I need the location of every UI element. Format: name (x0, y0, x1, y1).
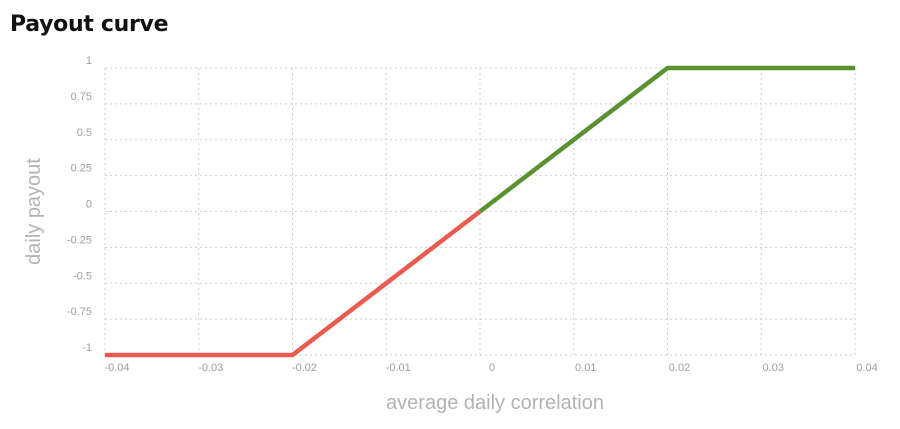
x-tick-label: 0.02 (669, 362, 690, 374)
series-line-1 (478, 65, 855, 214)
y-tick-label: -0.25 (67, 234, 92, 246)
series-line-0 (105, 209, 482, 358)
y-tick-labels: 1 0.75 0.5 0.25 0 -0.25 -0.5 -0.75 -1 (67, 55, 92, 354)
x-axis-label: average daily correlation (386, 392, 604, 414)
x-tick-label: -0.04 (104, 362, 129, 374)
x-tick-labels: -0.04 -0.03 -0.02 -0.01 0 0.01 0.02 0.03 0.04 (104, 362, 877, 374)
chart-title: Payout curve (10, 12, 169, 37)
x-tick-label: -0.02 (292, 362, 317, 374)
y-tick-label: -0.75 (67, 306, 92, 318)
x-tick-label: -0.03 (198, 362, 223, 374)
y-tick-label: 0 (86, 199, 92, 211)
x-tick-label: 0.03 (763, 362, 784, 374)
y-tick-label: -1 (82, 342, 92, 354)
y-tick-label: 0.75 (71, 91, 92, 103)
y-axis-label: daily payout (23, 158, 45, 265)
y-tick-label: 0.25 (71, 163, 92, 175)
y-tick-label: -0.5 (73, 270, 92, 282)
x-tick-label: 0.04 (856, 362, 877, 374)
x-tick-label: 0 (489, 362, 495, 374)
series-lines (105, 65, 855, 358)
x-tick-label: -0.01 (386, 362, 411, 374)
y-tick-label: 1 (86, 55, 92, 67)
y-tick-label: 0.5 (77, 127, 92, 139)
x-tick-label: 0.01 (575, 362, 596, 374)
